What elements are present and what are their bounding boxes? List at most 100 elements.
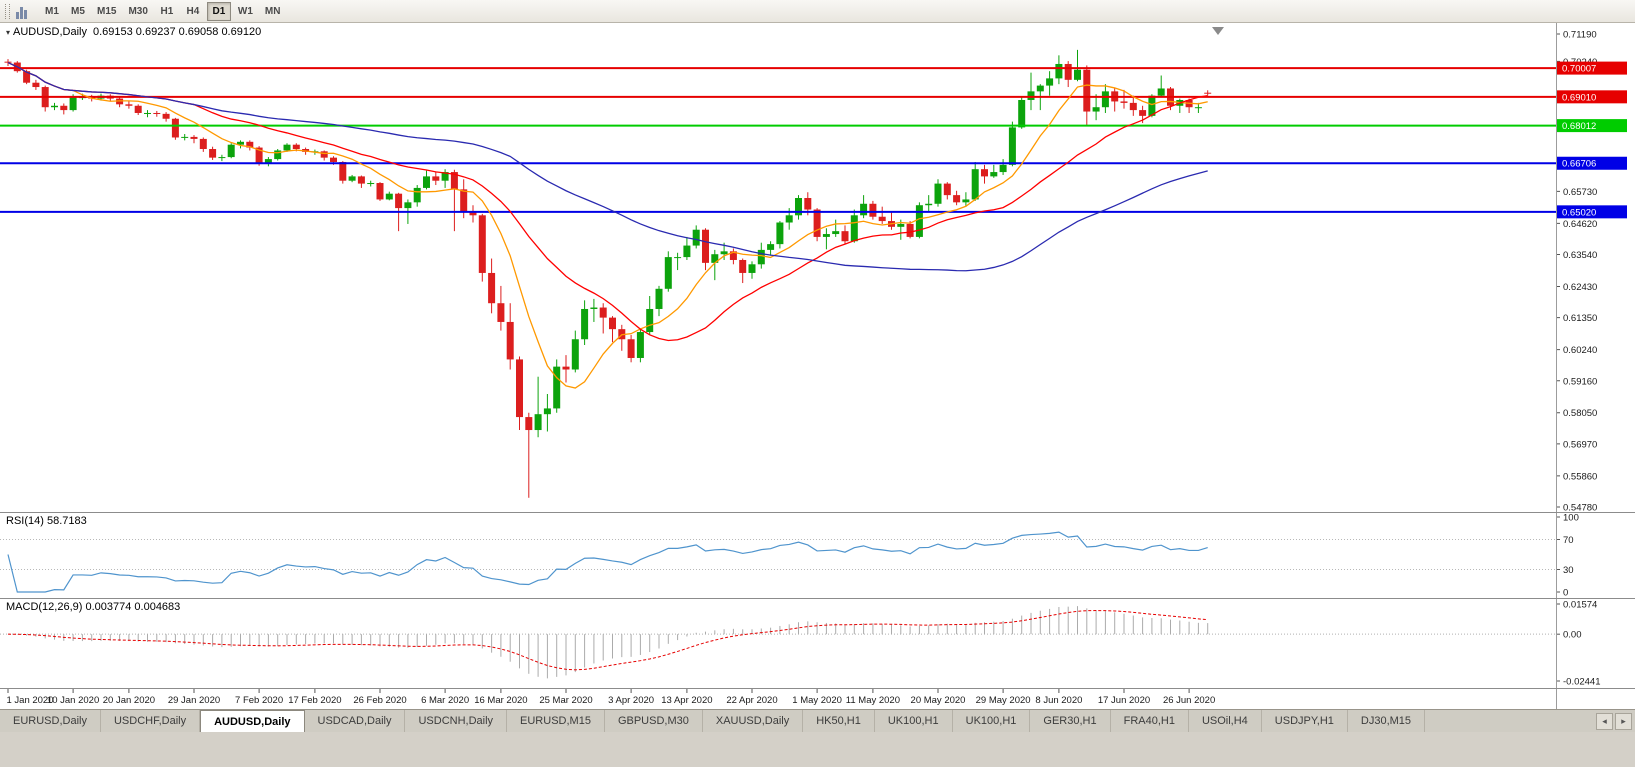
timeframe-button-h4[interactable]: H4 [181,2,205,21]
svg-text:6 Mar 2020: 6 Mar 2020 [421,695,469,706]
svg-text:0.68012: 0.68012 [1562,121,1596,132]
chart-tab-hk50-h1[interactable]: HK50,H1 [803,710,875,732]
chart-tab-dj30-m15[interactable]: DJ30,M15 [1348,710,1426,732]
tabs-scroll-left-button[interactable]: ◂ [1596,712,1613,730]
svg-text:29 Jan 2020: 29 Jan 2020 [168,695,220,706]
chart-tab-xauusd-daily[interactable]: XAUUSD,Daily [703,710,804,732]
moving-averages [7,61,1208,389]
svg-text:0.65020: 0.65020 [1562,207,1596,218]
svg-text:3 Apr 2020: 3 Apr 2020 [608,695,654,706]
chart-shift-marker[interactable] [1212,27,1224,35]
rsi-line [7,531,1208,593]
rsi-indicator-panel[interactable]: 100 70 30 0 [0,512,1635,598]
chart-title: ▾ AUDUSD,Daily 0.69153 0.69237 0.69058 0.6… [6,26,261,38]
price-tag: 0.69010 [1557,90,1627,104]
chart-tab-usdcad-daily[interactable]: USDCAD,Daily [305,710,406,732]
macd-signal-line [7,610,1208,671]
price-tag: 0.68012 [1557,119,1627,133]
chart-tab-usoil-h4[interactable]: USOil,H4 [1189,710,1262,732]
svg-text:1 Jan 2020: 1 Jan 2020 [6,695,53,706]
svg-text:0.63540: 0.63540 [1563,250,1597,261]
chart-tabs: EURUSD,Daily USDCHF,Daily AUDUSD,Daily USDC… [0,710,1594,732]
tabs-scroll-right-button[interactable]: ▸ [1615,712,1632,730]
svg-text:10 Jan 2020: 10 Jan 2020 [47,695,99,706]
chart-tab-eurusd-m15[interactable]: EURUSD,M15 [507,710,605,732]
svg-text:0.54780: 0.54780 [1563,503,1597,513]
price-tag: 0.66706 [1557,156,1627,170]
sma-slow [7,61,1208,272]
svg-text:0.71190: 0.71190 [1563,30,1597,41]
svg-text:0.61350: 0.61350 [1563,313,1597,324]
svg-text:0.00: 0.00 [1563,630,1582,641]
svg-text:26 Jun 2020: 26 Jun 2020 [1163,695,1215,706]
sma-mid [7,61,1208,342]
chart-tab-usdchf-daily[interactable]: USDCHF,Daily [101,710,201,732]
rsi-label: RSI(14) 58.7183 [6,515,87,527]
svg-text:0.69010: 0.69010 [1562,92,1596,103]
svg-text:17 Jun 2020: 17 Jun 2020 [1098,695,1150,706]
chart-tab-uk100-h1[interactable]: UK100,H1 [953,710,1031,732]
toolbar-drag-handle[interactable] [5,3,10,19]
svg-text:0.64620: 0.64620 [1563,219,1597,230]
svg-text:29 May 2020: 29 May 2020 [976,695,1031,706]
chart-tab-fra40-h1[interactable]: FRA40,H1 [1111,710,1189,732]
chart-tab-gbpusd-m30[interactable]: GBPUSD,M30 [605,710,703,732]
svg-text:0.56970: 0.56970 [1563,439,1597,450]
svg-text:0.66706: 0.66706 [1562,159,1596,170]
candles-layer [4,49,1212,498]
svg-text:20 May 2020: 20 May 2020 [911,695,966,706]
sma-fast [7,61,1208,389]
statusbar-empty [0,732,1635,767]
macd-label: MACD(12,26,9) 0.003774 0.004683 [6,601,181,613]
svg-text:0.62430: 0.62430 [1563,282,1597,293]
svg-text:30: 30 [1563,565,1574,576]
chart-tab-usdcnh-daily[interactable]: USDCNH,Daily [405,710,508,732]
svg-text:0: 0 [1563,588,1568,599]
chart-tab-ger30-h1[interactable]: GER30,H1 [1030,710,1111,732]
svg-text:25 Mar 2020: 25 Mar 2020 [539,695,592,706]
chart-menu-icon[interactable]: ▾ [6,28,11,37]
svg-text:13 Apr 2020: 13 Apr 2020 [661,695,712,706]
bar-chart-icon[interactable] [15,3,33,20]
svg-text:11 May 2020: 11 May 2020 [846,695,900,706]
timeframes-toolbar: M1 M5 M15 M30 H1 H4 D1 W1 MN [0,0,1635,23]
svg-text:70: 70 [1563,535,1574,546]
chart-tab-eurusd-daily[interactable]: EURUSD,Daily [0,710,101,732]
chart-tab-uk100-h1[interactable]: UK100,H1 [875,710,953,732]
svg-text:0.65730: 0.65730 [1563,187,1597,198]
horizontal-lines[interactable] [0,67,1556,213]
svg-text:26 Feb 2020: 26 Feb 2020 [353,695,406,706]
svg-text:7 Feb 2020: 7 Feb 2020 [235,695,283,706]
svg-text:8 Jun 2020: 8 Jun 2020 [1035,695,1082,706]
chart-area: 0.711900.702400.657300.646200.635400.624… [0,23,1635,709]
timeframe-buttons: M1 M5 M15 M30 H1 H4 D1 W1 MN [39,1,286,21]
svg-text:100: 100 [1563,513,1579,524]
svg-text:0.01574: 0.01574 [1563,600,1597,611]
timeframe-button-mn[interactable]: MN [260,2,286,21]
macd-indicator-panel[interactable]: 0.01574 0.00 -0.02441 [0,598,1635,688]
svg-text:17 Feb 2020: 17 Feb 2020 [288,695,341,706]
svg-text:0.70007: 0.70007 [1562,64,1596,75]
chart-ohlc-values: 0.69153 0.69237 0.69058 0.69120 [92,26,262,38]
timeframe-button-m5[interactable]: M5 [66,2,90,21]
svg-text:16 Mar 2020: 16 Mar 2020 [474,695,527,706]
price-tag: 0.70007 [1557,61,1627,75]
timeframe-button-m1[interactable]: M1 [40,2,64,21]
timeframe-button-m15[interactable]: M15 [92,2,121,21]
timeframe-button-m30[interactable]: M30 [123,2,152,21]
timeframe-button-h1[interactable]: H1 [155,2,179,21]
svg-text:-0.02441: -0.02441 [1563,677,1601,688]
chart-tab-usdjpy-h1[interactable]: USDJPY,H1 [1262,710,1348,732]
timeframe-button-w1[interactable]: W1 [233,2,258,21]
svg-text:0.55860: 0.55860 [1563,471,1597,482]
svg-text:22 Apr 2020: 22 Apr 2020 [726,695,777,706]
svg-text:0.58050: 0.58050 [1563,408,1597,419]
chart-tabbar: EURUSD,Daily USDCHF,Daily AUDUSD,Daily USDC… [0,709,1635,732]
timeframe-button-d1[interactable]: D1 [206,1,231,21]
main-price-chart[interactable]: 0.711900.702400.657300.646200.635400.624… [0,23,1635,512]
svg-text:1 May 2020: 1 May 2020 [792,695,842,706]
svg-text:20 Jan 2020: 20 Jan 2020 [103,695,155,706]
chart-tab-audusd-daily[interactable]: AUDUSD,Daily [200,710,305,732]
